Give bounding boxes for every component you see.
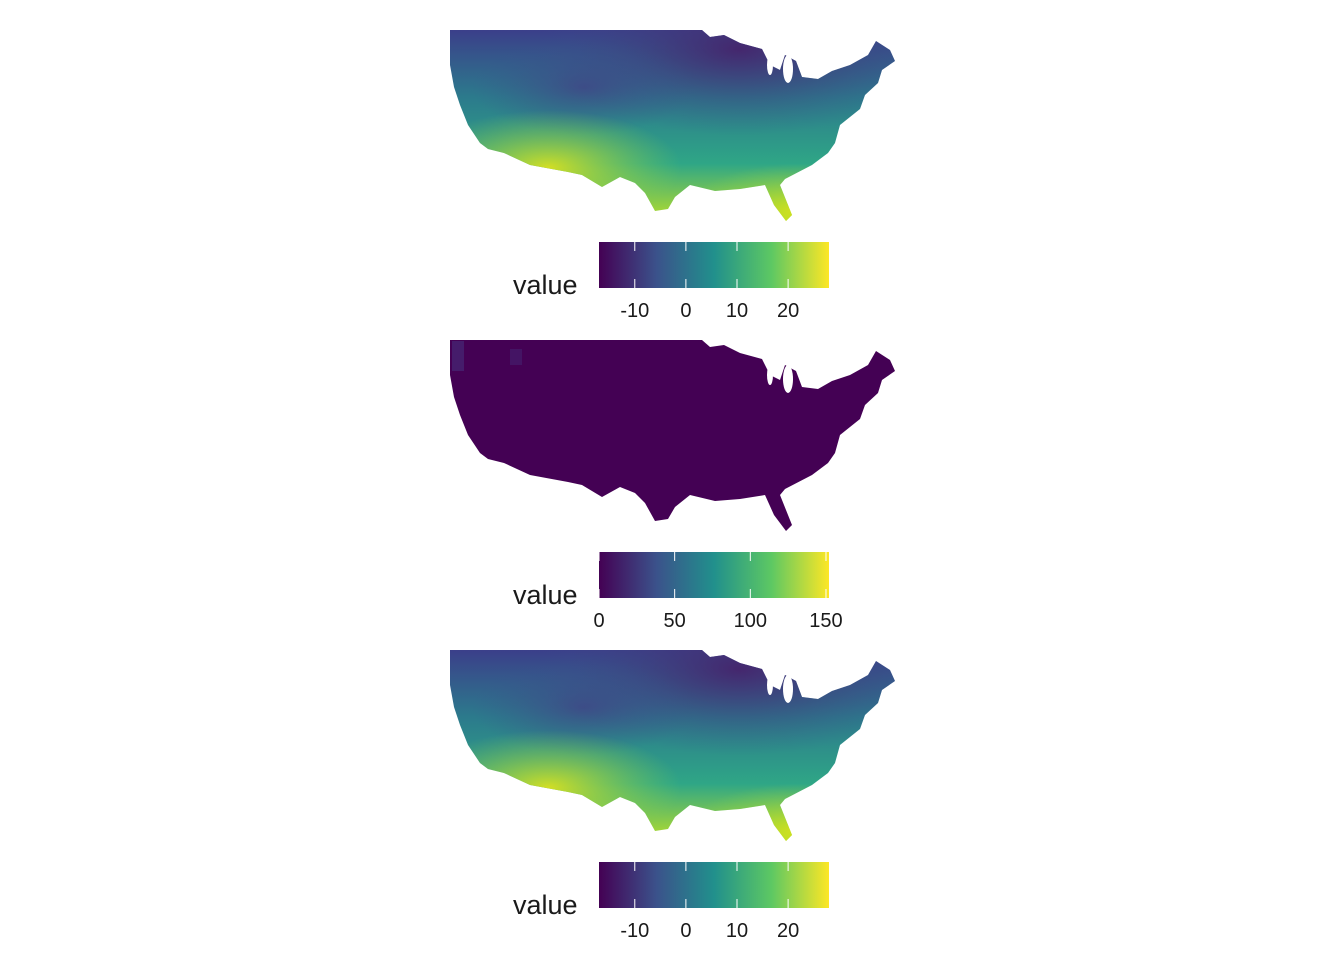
colorbar-tick-label: -10 bbox=[620, 300, 650, 322]
colorbar-tick-label: 20 bbox=[776, 920, 800, 942]
colorbar bbox=[599, 242, 829, 288]
colorbar-tick-label: 150 bbox=[809, 610, 843, 632]
colorbar-tick-label: 0 bbox=[680, 920, 692, 942]
colorbar-tick-label: -10 bbox=[620, 920, 650, 942]
us-map-2 bbox=[450, 340, 895, 531]
colorbar bbox=[599, 552, 829, 598]
colorbar-tick-label: 10 bbox=[725, 920, 749, 942]
us-map-3 bbox=[450, 650, 895, 841]
us-map-1 bbox=[450, 30, 895, 221]
legend-title: value bbox=[513, 580, 578, 610]
colorbar-tick-label: 50 bbox=[663, 610, 686, 632]
colorbar-tick-label: 0 bbox=[593, 610, 605, 632]
colorbar-tick-label: 10 bbox=[725, 300, 749, 322]
colorbar-tick-label: 20 bbox=[776, 300, 800, 322]
colorbar-tick-label: 100 bbox=[733, 610, 767, 632]
legend-title: value bbox=[513, 270, 578, 300]
colorbar-tick-label: 0 bbox=[680, 300, 692, 322]
legend-title: value bbox=[513, 890, 578, 920]
colorbar bbox=[599, 862, 829, 908]
